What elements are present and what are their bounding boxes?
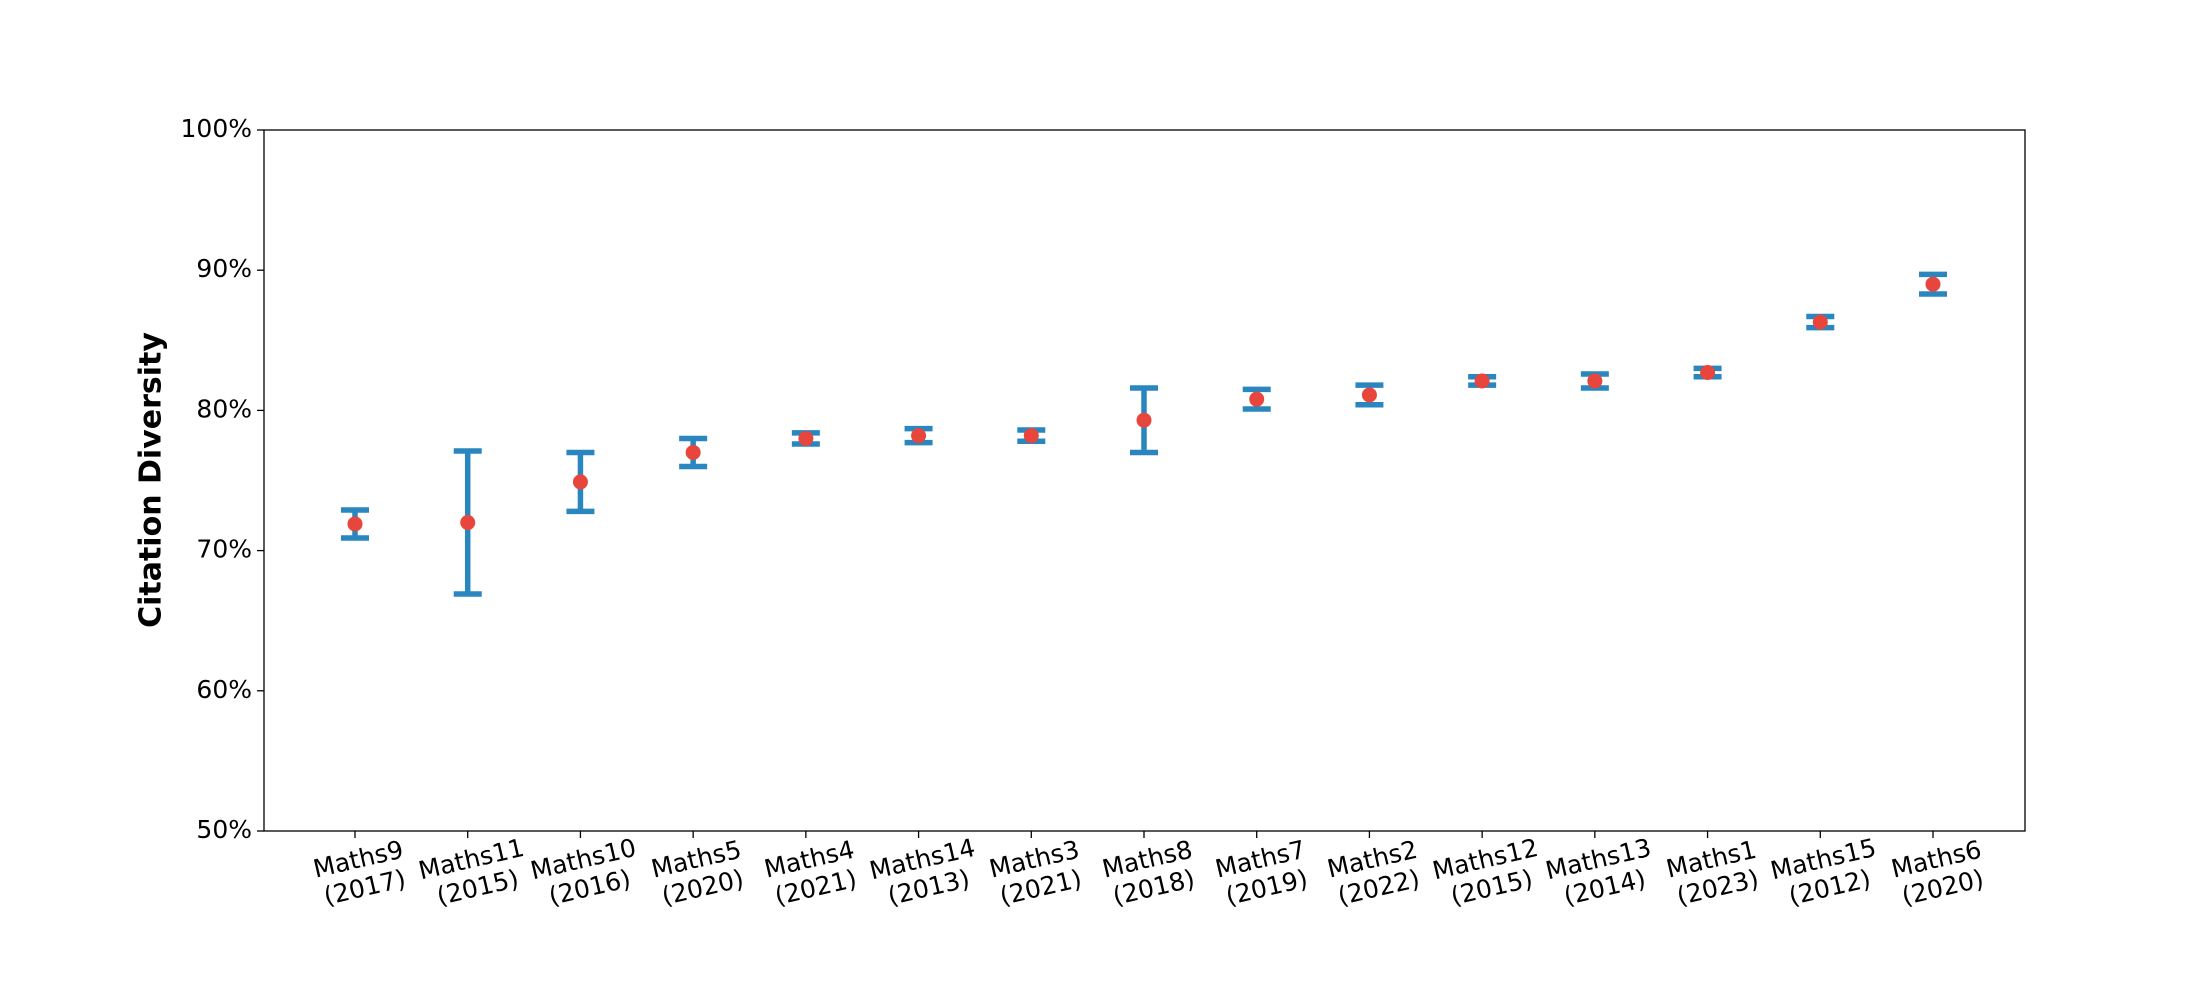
y-tick-label: 70% (196, 535, 252, 564)
point (572, 474, 588, 490)
point (798, 430, 814, 446)
point (1474, 373, 1490, 389)
point (911, 428, 927, 444)
point (1249, 391, 1265, 407)
y-tick-label: 80% (196, 394, 252, 423)
point (685, 444, 701, 460)
y-tick-label: 50% (196, 815, 252, 844)
point (1925, 276, 1941, 292)
point (1136, 412, 1152, 428)
point (1587, 373, 1603, 389)
point (1812, 314, 1828, 330)
point (347, 516, 363, 532)
point (1023, 428, 1039, 444)
point (1361, 387, 1377, 403)
y-tick-label: 100% (181, 114, 252, 143)
y-tick-label: 60% (196, 675, 252, 704)
y-tick-label: 90% (196, 254, 252, 283)
plot-frame (263, 129, 2026, 832)
y-axis-label: Citation Diversity (134, 332, 169, 628)
point (460, 515, 476, 531)
point (1700, 365, 1716, 381)
